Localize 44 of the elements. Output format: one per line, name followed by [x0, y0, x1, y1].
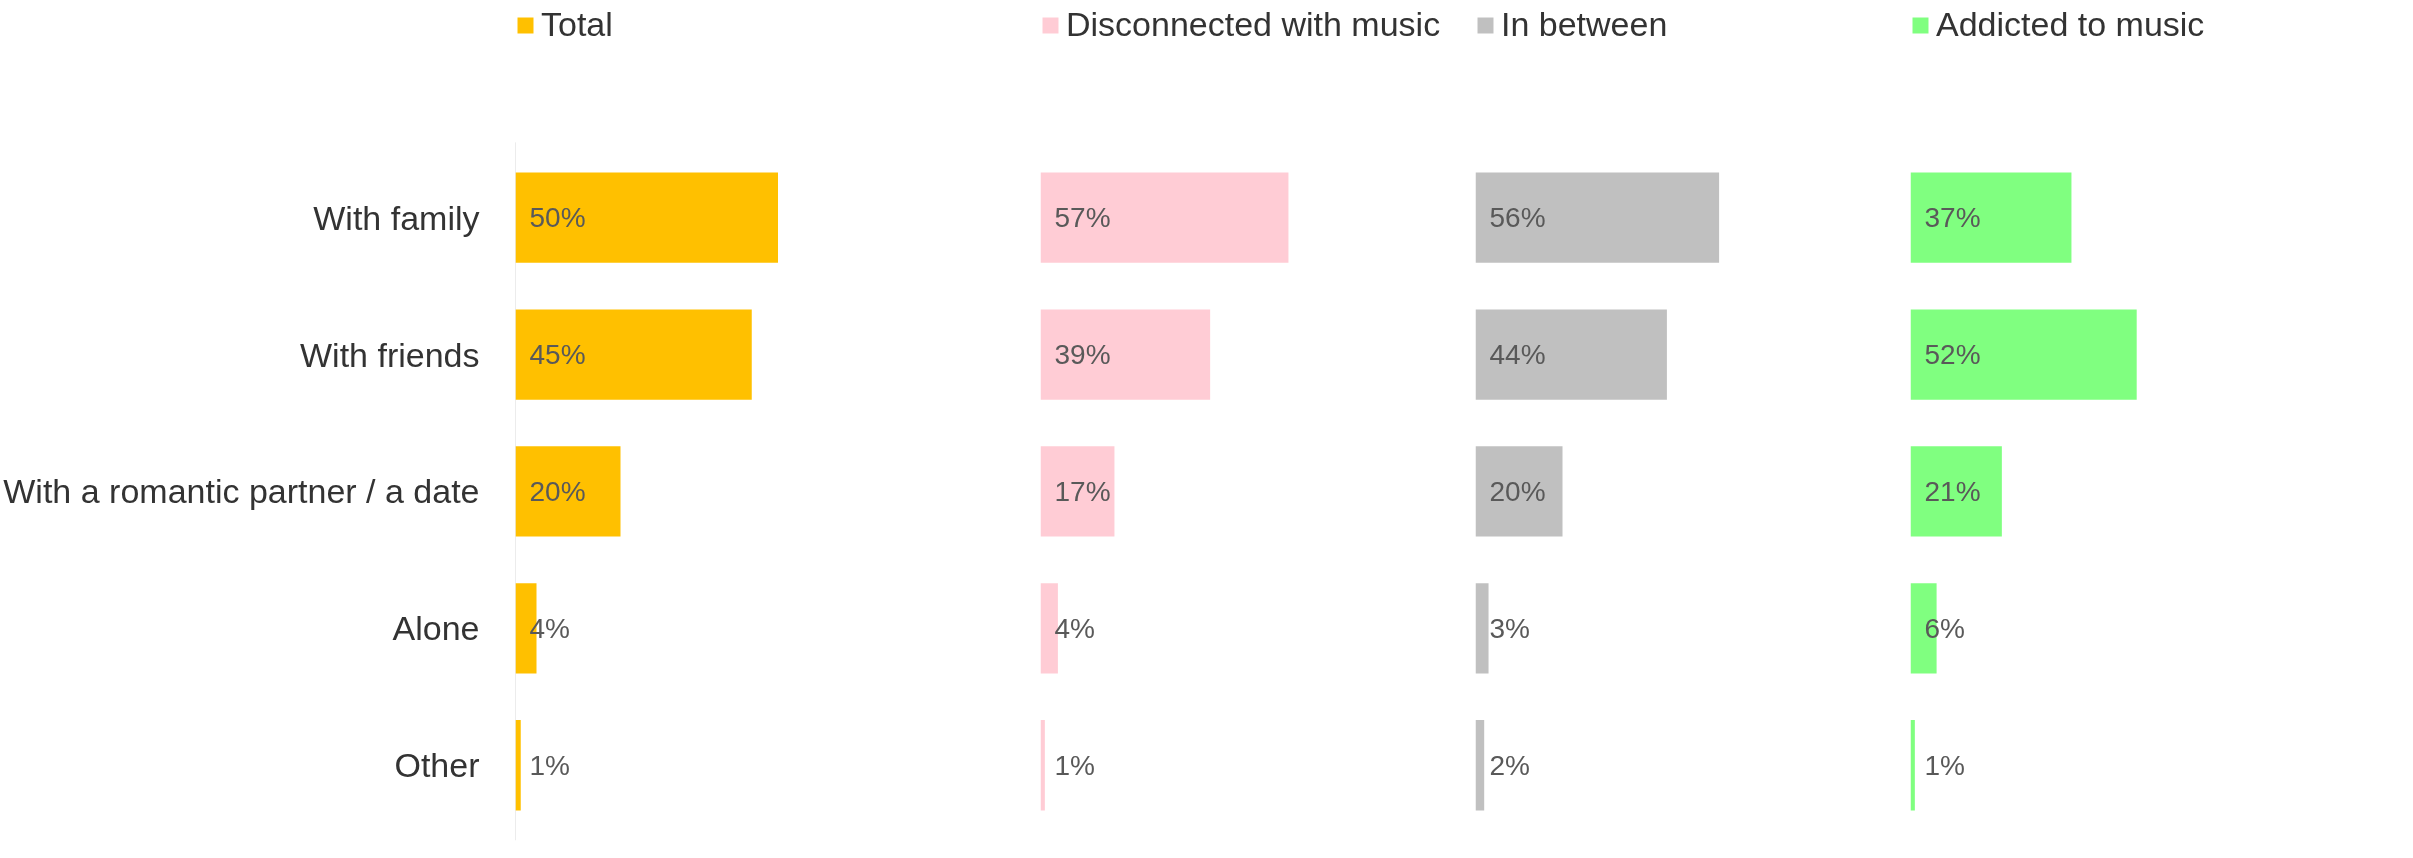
y-tick-label: With a romantic partner / a date: [3, 472, 480, 511]
data-label: 4%: [1054, 612, 1095, 644]
data-label: 1%: [1054, 749, 1095, 781]
data-label: 1%: [529, 749, 570, 781]
legend-label: Disconnected with music: [1066, 5, 1441, 44]
data-label: 37%: [1924, 202, 1981, 234]
data-label: 57%: [1054, 202, 1111, 234]
bar: [1040, 172, 1289, 263]
bar: [515, 172, 778, 263]
y-tick-label: Alone: [392, 609, 480, 648]
bar: [1040, 309, 1211, 400]
bar: [1040, 446, 1115, 537]
data-label: 44%: [1489, 339, 1546, 371]
bar: [1910, 446, 2002, 537]
data-label: 45%: [529, 339, 586, 371]
y-tick-label: With family: [313, 198, 480, 237]
bar: [1040, 720, 1045, 811]
data-label: 17%: [1054, 475, 1111, 507]
data-label: 1%: [1924, 749, 1965, 781]
data-label: 2%: [1489, 749, 1530, 781]
data-label: 20%: [529, 475, 586, 507]
legend-label: In between: [1501, 5, 1668, 44]
data-label: 50%: [529, 202, 586, 234]
bar: [1910, 172, 2072, 263]
bar: [1475, 720, 1485, 811]
bar: [1910, 720, 1915, 811]
data-label: 39%: [1054, 339, 1111, 371]
bar: [1475, 446, 1563, 537]
y-tick-label: With friends: [300, 335, 480, 374]
data-label: 52%: [1924, 339, 1981, 371]
bar: [515, 309, 752, 400]
bar: [1910, 309, 2137, 400]
bar: [1475, 583, 1489, 674]
legend-label: Addicted to music: [1936, 5, 2205, 44]
data-label: 56%: [1489, 202, 1546, 234]
bar: [1475, 309, 1667, 400]
data-label: 21%: [1924, 475, 1981, 507]
bar: [515, 446, 621, 537]
legend-label: Total: [541, 5, 613, 44]
bar: [515, 720, 521, 811]
data-label: 20%: [1489, 475, 1546, 507]
data-label: 3%: [1489, 612, 1530, 644]
bar: [1475, 172, 1720, 263]
y-tick-label: Other: [394, 746, 480, 785]
